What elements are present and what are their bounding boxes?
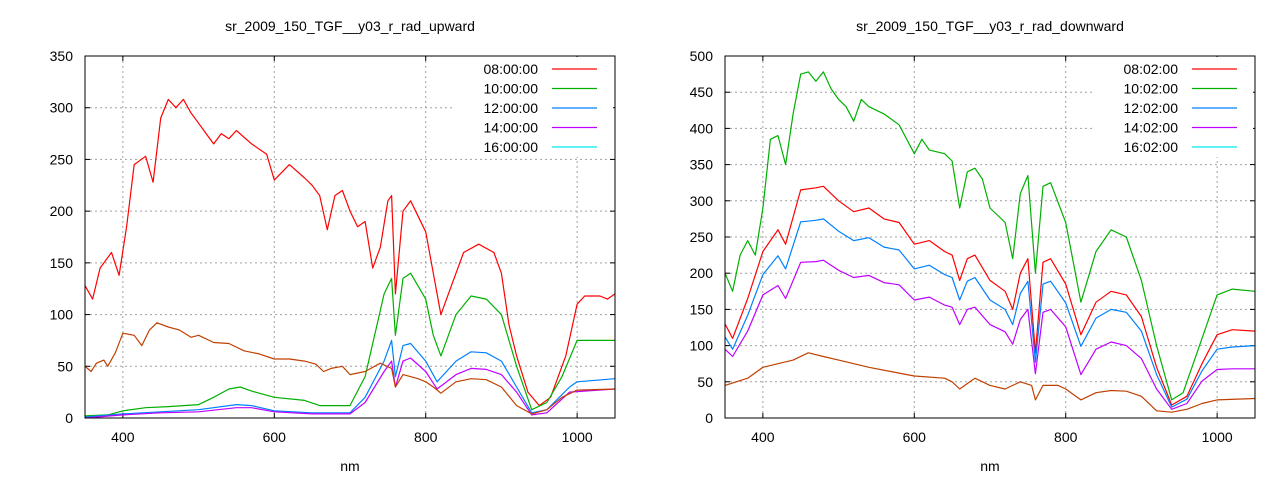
y-tick-label: 250 bbox=[50, 151, 74, 167]
legend-label: 10:00:00 bbox=[484, 81, 539, 97]
x-tick-label: 800 bbox=[414, 429, 438, 445]
y-tick-label: 500 bbox=[690, 48, 714, 64]
plot-border bbox=[724, 55, 1256, 419]
y-tick-label: 0 bbox=[705, 410, 713, 426]
y-tick-label: 150 bbox=[50, 255, 74, 271]
legend-label: 12:00:00 bbox=[484, 100, 539, 116]
series-line bbox=[84, 98, 616, 407]
legend-label: 12:02:00 bbox=[1124, 100, 1179, 116]
x-tick-label: 400 bbox=[751, 429, 775, 445]
legend-label: 16:00:00 bbox=[484, 139, 539, 155]
x-tick-label: 1000 bbox=[562, 429, 593, 445]
x-tick-label: 600 bbox=[903, 429, 927, 445]
series-line bbox=[724, 259, 1255, 410]
y-tick-label: 0 bbox=[65, 410, 73, 426]
y-tick-label: 350 bbox=[690, 157, 714, 173]
x-tick-label: 1000 bbox=[1202, 429, 1233, 445]
series-line bbox=[84, 272, 615, 417]
y-tick-label: 300 bbox=[50, 100, 74, 116]
legend-background bbox=[455, 57, 613, 157]
chart-title: sr_2009_150_TGF__y03_r_rad_upward bbox=[225, 18, 475, 34]
series-line bbox=[84, 322, 616, 415]
legend-label: 14:00:00 bbox=[484, 120, 539, 136]
legend-label: 10:02:00 bbox=[1124, 81, 1179, 97]
x-axis-label: nm bbox=[340, 458, 359, 474]
y-tick-label: 100 bbox=[690, 338, 714, 354]
downward-radiance-chart: sr_2009_150_TGF__y03_r_rad_downward nm 0… bbox=[690, 18, 1256, 474]
y-tick-label: 200 bbox=[690, 265, 714, 281]
chart-title: sr_2009_150_TGF__y03_r_rad_downward bbox=[856, 18, 1124, 34]
legend-label: 16:02:00 bbox=[1124, 139, 1179, 155]
series-line bbox=[84, 339, 616, 418]
y-tick-label: 350 bbox=[50, 48, 74, 64]
upward-radiance-chart: sr_2009_150_TGF__y03_r_rad_upward nm 0 50… bbox=[50, 18, 616, 474]
series-line bbox=[84, 357, 616, 419]
series-line bbox=[724, 218, 1256, 408]
y-tick-label: 400 bbox=[690, 120, 714, 136]
legend-label: 08:00:00 bbox=[484, 61, 539, 77]
y-tick-label: 250 bbox=[690, 229, 714, 245]
y-tick-label: 50 bbox=[697, 374, 713, 390]
legend-label: 14:02:00 bbox=[1124, 120, 1179, 136]
y-tick-label: 450 bbox=[690, 84, 714, 100]
plot-border bbox=[84, 55, 616, 419]
legend-background bbox=[1095, 57, 1253, 157]
series-line bbox=[724, 352, 1256, 413]
x-tick-label: 800 bbox=[1054, 429, 1078, 445]
y-tick-label: 150 bbox=[690, 301, 714, 317]
x-axis-label: nm bbox=[980, 458, 999, 474]
x-tick-label: 400 bbox=[111, 429, 135, 445]
series-line bbox=[724, 185, 1256, 406]
y-tick-label: 50 bbox=[57, 358, 73, 374]
y-tick-label: 300 bbox=[690, 193, 714, 209]
y-tick-label: 200 bbox=[50, 203, 74, 219]
x-tick-label: 600 bbox=[263, 429, 287, 445]
legend-label: 08:02:00 bbox=[1124, 61, 1179, 77]
series-line bbox=[724, 71, 1256, 401]
y-tick-label: 100 bbox=[50, 307, 74, 323]
